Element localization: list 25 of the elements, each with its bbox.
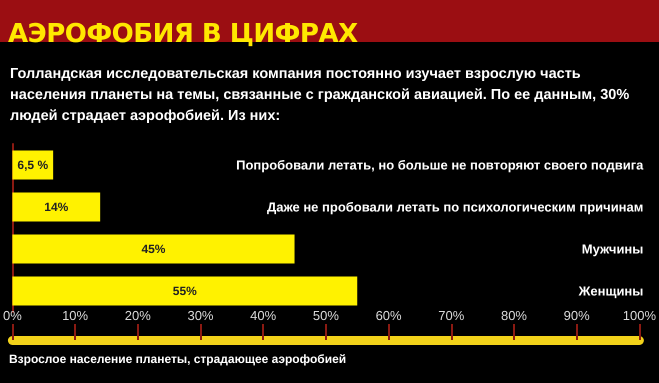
x-tick-label: 20% xyxy=(124,308,152,323)
x-tick-label: 100% xyxy=(622,308,656,323)
x-tick-label: 70% xyxy=(438,308,465,323)
x-tick-label: 10% xyxy=(62,308,89,323)
bar xyxy=(12,276,358,306)
data-label: 14% xyxy=(44,200,69,214)
x-tick-label: 40% xyxy=(250,308,277,323)
bar xyxy=(12,192,100,222)
y-tick-label: Попробовали летать, но больше не повторяют своего подвига xyxy=(236,158,644,172)
x-tick-label: 50% xyxy=(312,308,340,323)
x-tick-label: 80% xyxy=(500,308,528,323)
bar xyxy=(12,234,295,264)
data-label: 6,5 % xyxy=(17,158,48,172)
y-tick-label: Мужчины xyxy=(582,242,644,256)
y-tick-label: Даже не пробовали летать по психологическим причинам xyxy=(266,200,644,214)
x-tick-label: 30% xyxy=(187,308,214,323)
x-tick-label: 90% xyxy=(564,308,590,323)
data-label: 45% xyxy=(141,242,166,256)
x-tick-label: 0% xyxy=(2,308,22,323)
y-tick-label: Женщины xyxy=(578,284,644,298)
x-tick-label: 60% xyxy=(376,308,402,323)
chart-subtitle: Голландская исследовательская компания постоянно изучает взрослую часть населения планеты на темы, связанные с гражданской авиацией. По ее данным, 30% людей страдает аэрофобией. Из них: xyxy=(10,65,630,126)
x-axis-title: Взрослое население планеты, страдающее аэрофобией xyxy=(9,352,346,366)
data-label: 55% xyxy=(172,284,198,298)
chart-title: АЭРОФОБИЯ В ЦИФРАХ xyxy=(8,19,358,49)
